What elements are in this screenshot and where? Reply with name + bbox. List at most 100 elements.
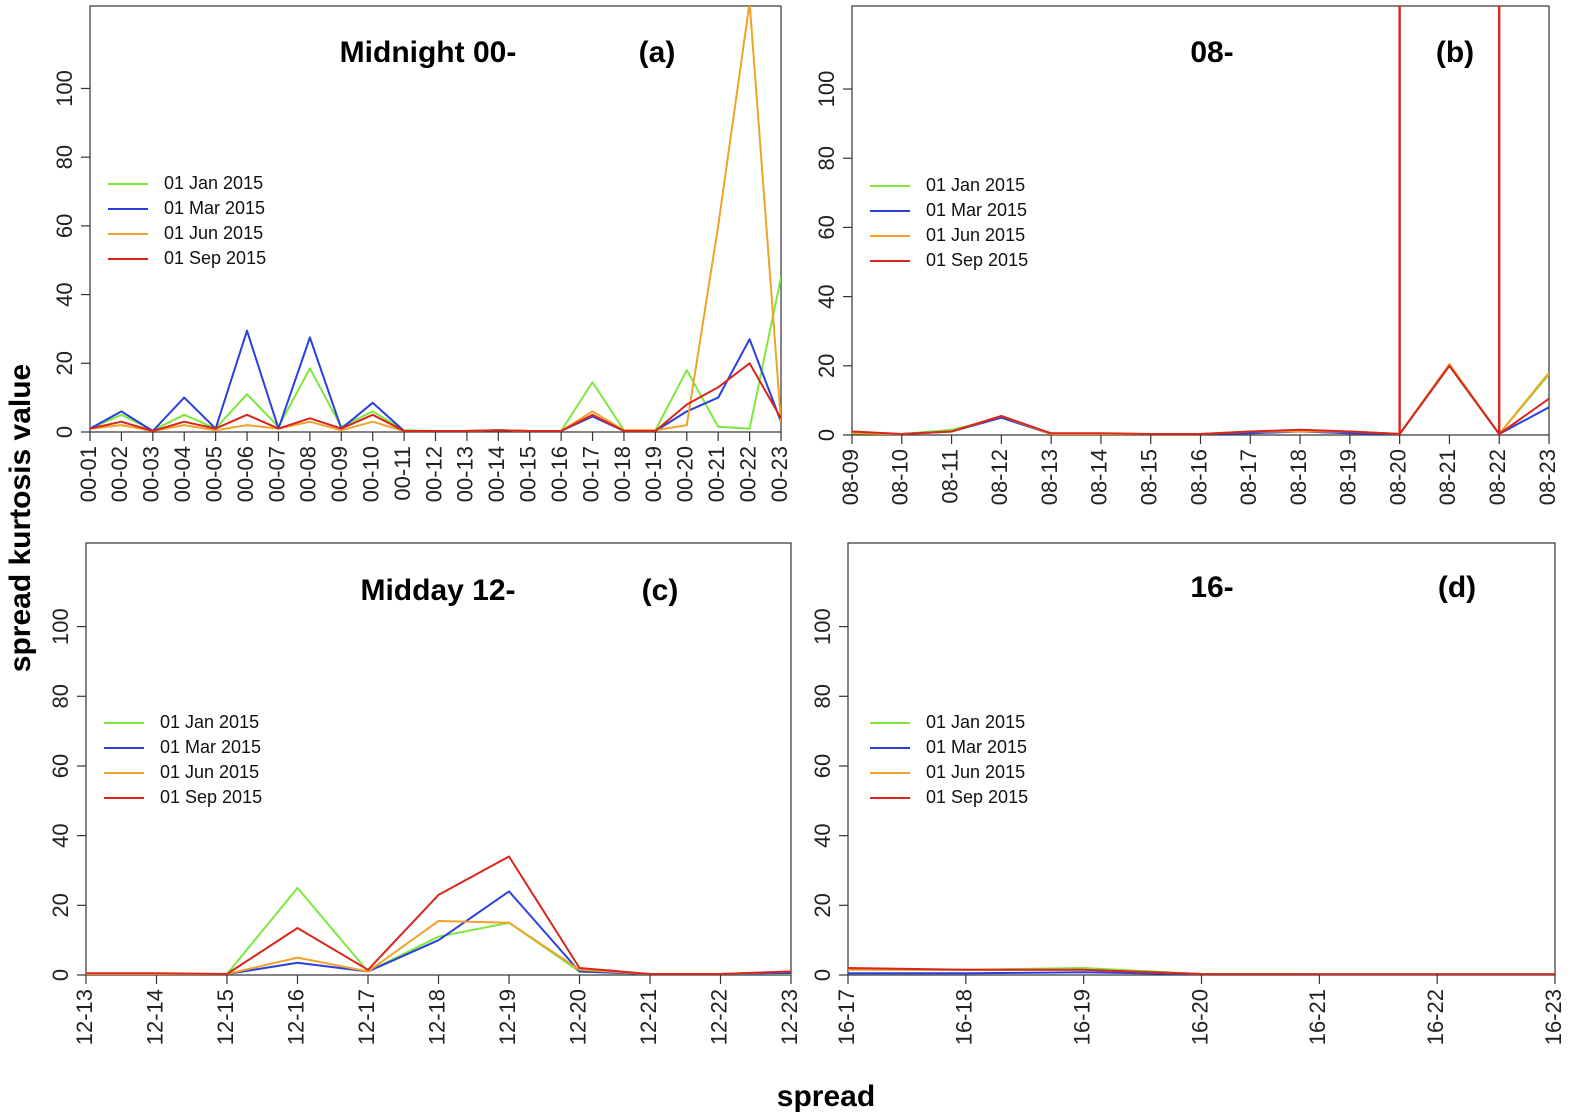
chart-panels: 0 20 40 60 80 100 00-01 00-02 00-03 00-04 00-05 00-… — [48, 5, 1566, 1045]
x-tick-label: 08-19 — [1336, 449, 1361, 505]
series-line — [86, 890, 791, 975]
x-tick-label: 00-21 — [704, 446, 729, 502]
y-tick-label: 60 — [810, 754, 835, 778]
y-tick-label: 60 — [814, 215, 839, 239]
x-tick-label: 08-23 — [1535, 449, 1560, 505]
x-axis-title: spread — [777, 1080, 875, 1113]
series-line — [86, 920, 791, 975]
y-tick-label: 0 — [48, 969, 73, 981]
y-tick-label: 100 — [810, 608, 835, 645]
x-tick-label: 12-18 — [424, 989, 449, 1045]
y-tick-label: 80 — [48, 684, 73, 708]
x-tick-label: 08-15 — [1137, 449, 1162, 505]
y-tick-label: 20 — [810, 893, 835, 917]
y-axis-title: spread kurtosis value — [4, 364, 37, 672]
x-tick-label: 00-07 — [264, 446, 289, 502]
legend-label: 01 Mar 2015 — [160, 737, 261, 757]
x-tick-label: 08-12 — [987, 449, 1012, 505]
x-tick-label: 00-03 — [139, 446, 164, 502]
x-tick-label: 00-11 — [390, 446, 415, 501]
x-tick-label: 08-10 — [888, 449, 913, 505]
x-tick-label: 00-19 — [641, 446, 666, 502]
legend-label: 01 Mar 2015 — [926, 737, 1027, 757]
x-tick-label: 12-17 — [354, 989, 379, 1045]
plot-frame — [89, 5, 782, 433]
legend-label: 01 Jun 2015 — [926, 225, 1025, 245]
x-tick-label: 00-23 — [767, 446, 792, 502]
x-tick-label: 12-16 — [283, 989, 308, 1045]
x-tick-label: 08-09 — [838, 449, 863, 505]
panel-c: 0 20 40 60 80 100 12-13 12-14 12-15 12-16 12-17 12-… — [48, 542, 802, 1045]
x-tick-label: 08-11 — [937, 449, 962, 504]
legend-label: 01 Jan 2015 — [164, 173, 263, 193]
x-tick-label: 08-21 — [1435, 449, 1460, 505]
x-tick-label: 00-16 — [547, 446, 572, 502]
x-tick-label: 00-02 — [107, 446, 132, 502]
x-tick-label: 12-19 — [495, 989, 520, 1045]
panel-b: 0 20 40 60 80 100 08-09 08-10 08-11 08-12 08-13 08-… — [814, 5, 1560, 505]
legend-label: 01 Jan 2015 — [926, 175, 1025, 195]
x-tick-label: 00-20 — [673, 446, 698, 502]
panel-title: 16- — [1190, 571, 1233, 604]
y-tick-label: 40 — [48, 823, 73, 847]
legend-label: 01 Sep 2015 — [926, 250, 1028, 270]
x-tick-label: 00-09 — [327, 446, 352, 502]
y-tick-label: 0 — [810, 969, 835, 981]
y-tick-label: 40 — [52, 282, 77, 306]
y-tick-label: 0 — [814, 429, 839, 441]
legend-label: 01 Jun 2015 — [160, 762, 259, 782]
x-tick-label: 08-14 — [1087, 449, 1112, 505]
panel-title: 08- — [1190, 36, 1233, 69]
y-tick-label: 60 — [48, 754, 73, 778]
legend-label: 01 Jun 2015 — [926, 762, 1025, 782]
x-tick-label: 16-20 — [1187, 989, 1212, 1045]
legend-label: 01 Mar 2015 — [164, 198, 265, 218]
legend-label: 01 Sep 2015 — [160, 787, 262, 807]
series-line — [852, 364, 1549, 435]
x-tick-label: 00-13 — [453, 446, 478, 502]
panel-tag: (d) — [1438, 571, 1476, 604]
x-tick-label: 12-21 — [636, 989, 661, 1045]
x-tick-label: 16-18 — [952, 989, 977, 1045]
y-tick-label: 100 — [52, 70, 77, 107]
x-tick-label: 00-06 — [233, 446, 258, 502]
x-tick-label: 12-14 — [142, 989, 167, 1045]
y-tick-label: 20 — [814, 354, 839, 378]
legend-label: 01 Jun 2015 — [164, 223, 263, 243]
x-tick-label: 12-23 — [777, 989, 802, 1045]
panel-title: Midday 12- — [360, 574, 515, 607]
x-tick-label: 08-17 — [1236, 449, 1261, 505]
x-tick-label: 08-20 — [1385, 449, 1410, 505]
series-line — [848, 967, 1555, 975]
legend-label: 01 Jan 2015 — [926, 712, 1025, 732]
y-tick-label: 20 — [48, 893, 73, 917]
x-tick-label: 12-22 — [706, 989, 731, 1045]
x-tick-label: 00-18 — [610, 446, 635, 502]
x-tick-label: 08-13 — [1037, 449, 1062, 505]
x-tick-label: 00-17 — [578, 446, 603, 502]
x-tick-label: 00-01 — [76, 446, 101, 502]
panel-title: Midnight 00- — [340, 36, 517, 69]
x-tick-label: 08-22 — [1485, 449, 1510, 505]
series-line — [852, 364, 1549, 435]
series-line — [852, 363, 1549, 435]
y-tick-label: 100 — [48, 608, 73, 645]
panel-d: 0 20 40 60 80 100 16-17 16-18 16-19 16-20 16-21 16-… — [810, 542, 1566, 1045]
panel-tag: (b) — [1436, 36, 1474, 69]
y-tick-label: 20 — [52, 351, 77, 375]
series-line — [852, 364, 1549, 435]
x-tick-label: 00-12 — [421, 446, 446, 502]
y-tick-label: 0 — [52, 426, 77, 438]
x-tick-label: 12-20 — [565, 989, 590, 1045]
legend-label: 01 Sep 2015 — [926, 787, 1028, 807]
x-tick-label: 00-22 — [735, 446, 760, 502]
x-tick-label: 16-17 — [834, 989, 859, 1045]
plot-frame — [847, 542, 1556, 976]
y-tick-label: 80 — [810, 684, 835, 708]
legend-label: 01 Mar 2015 — [926, 200, 1027, 220]
x-tick-label: 16-19 — [1069, 989, 1094, 1045]
y-tick-label: 60 — [52, 214, 77, 238]
panel-tag: (a) — [639, 36, 676, 69]
x-tick-label: 00-04 — [170, 446, 195, 502]
